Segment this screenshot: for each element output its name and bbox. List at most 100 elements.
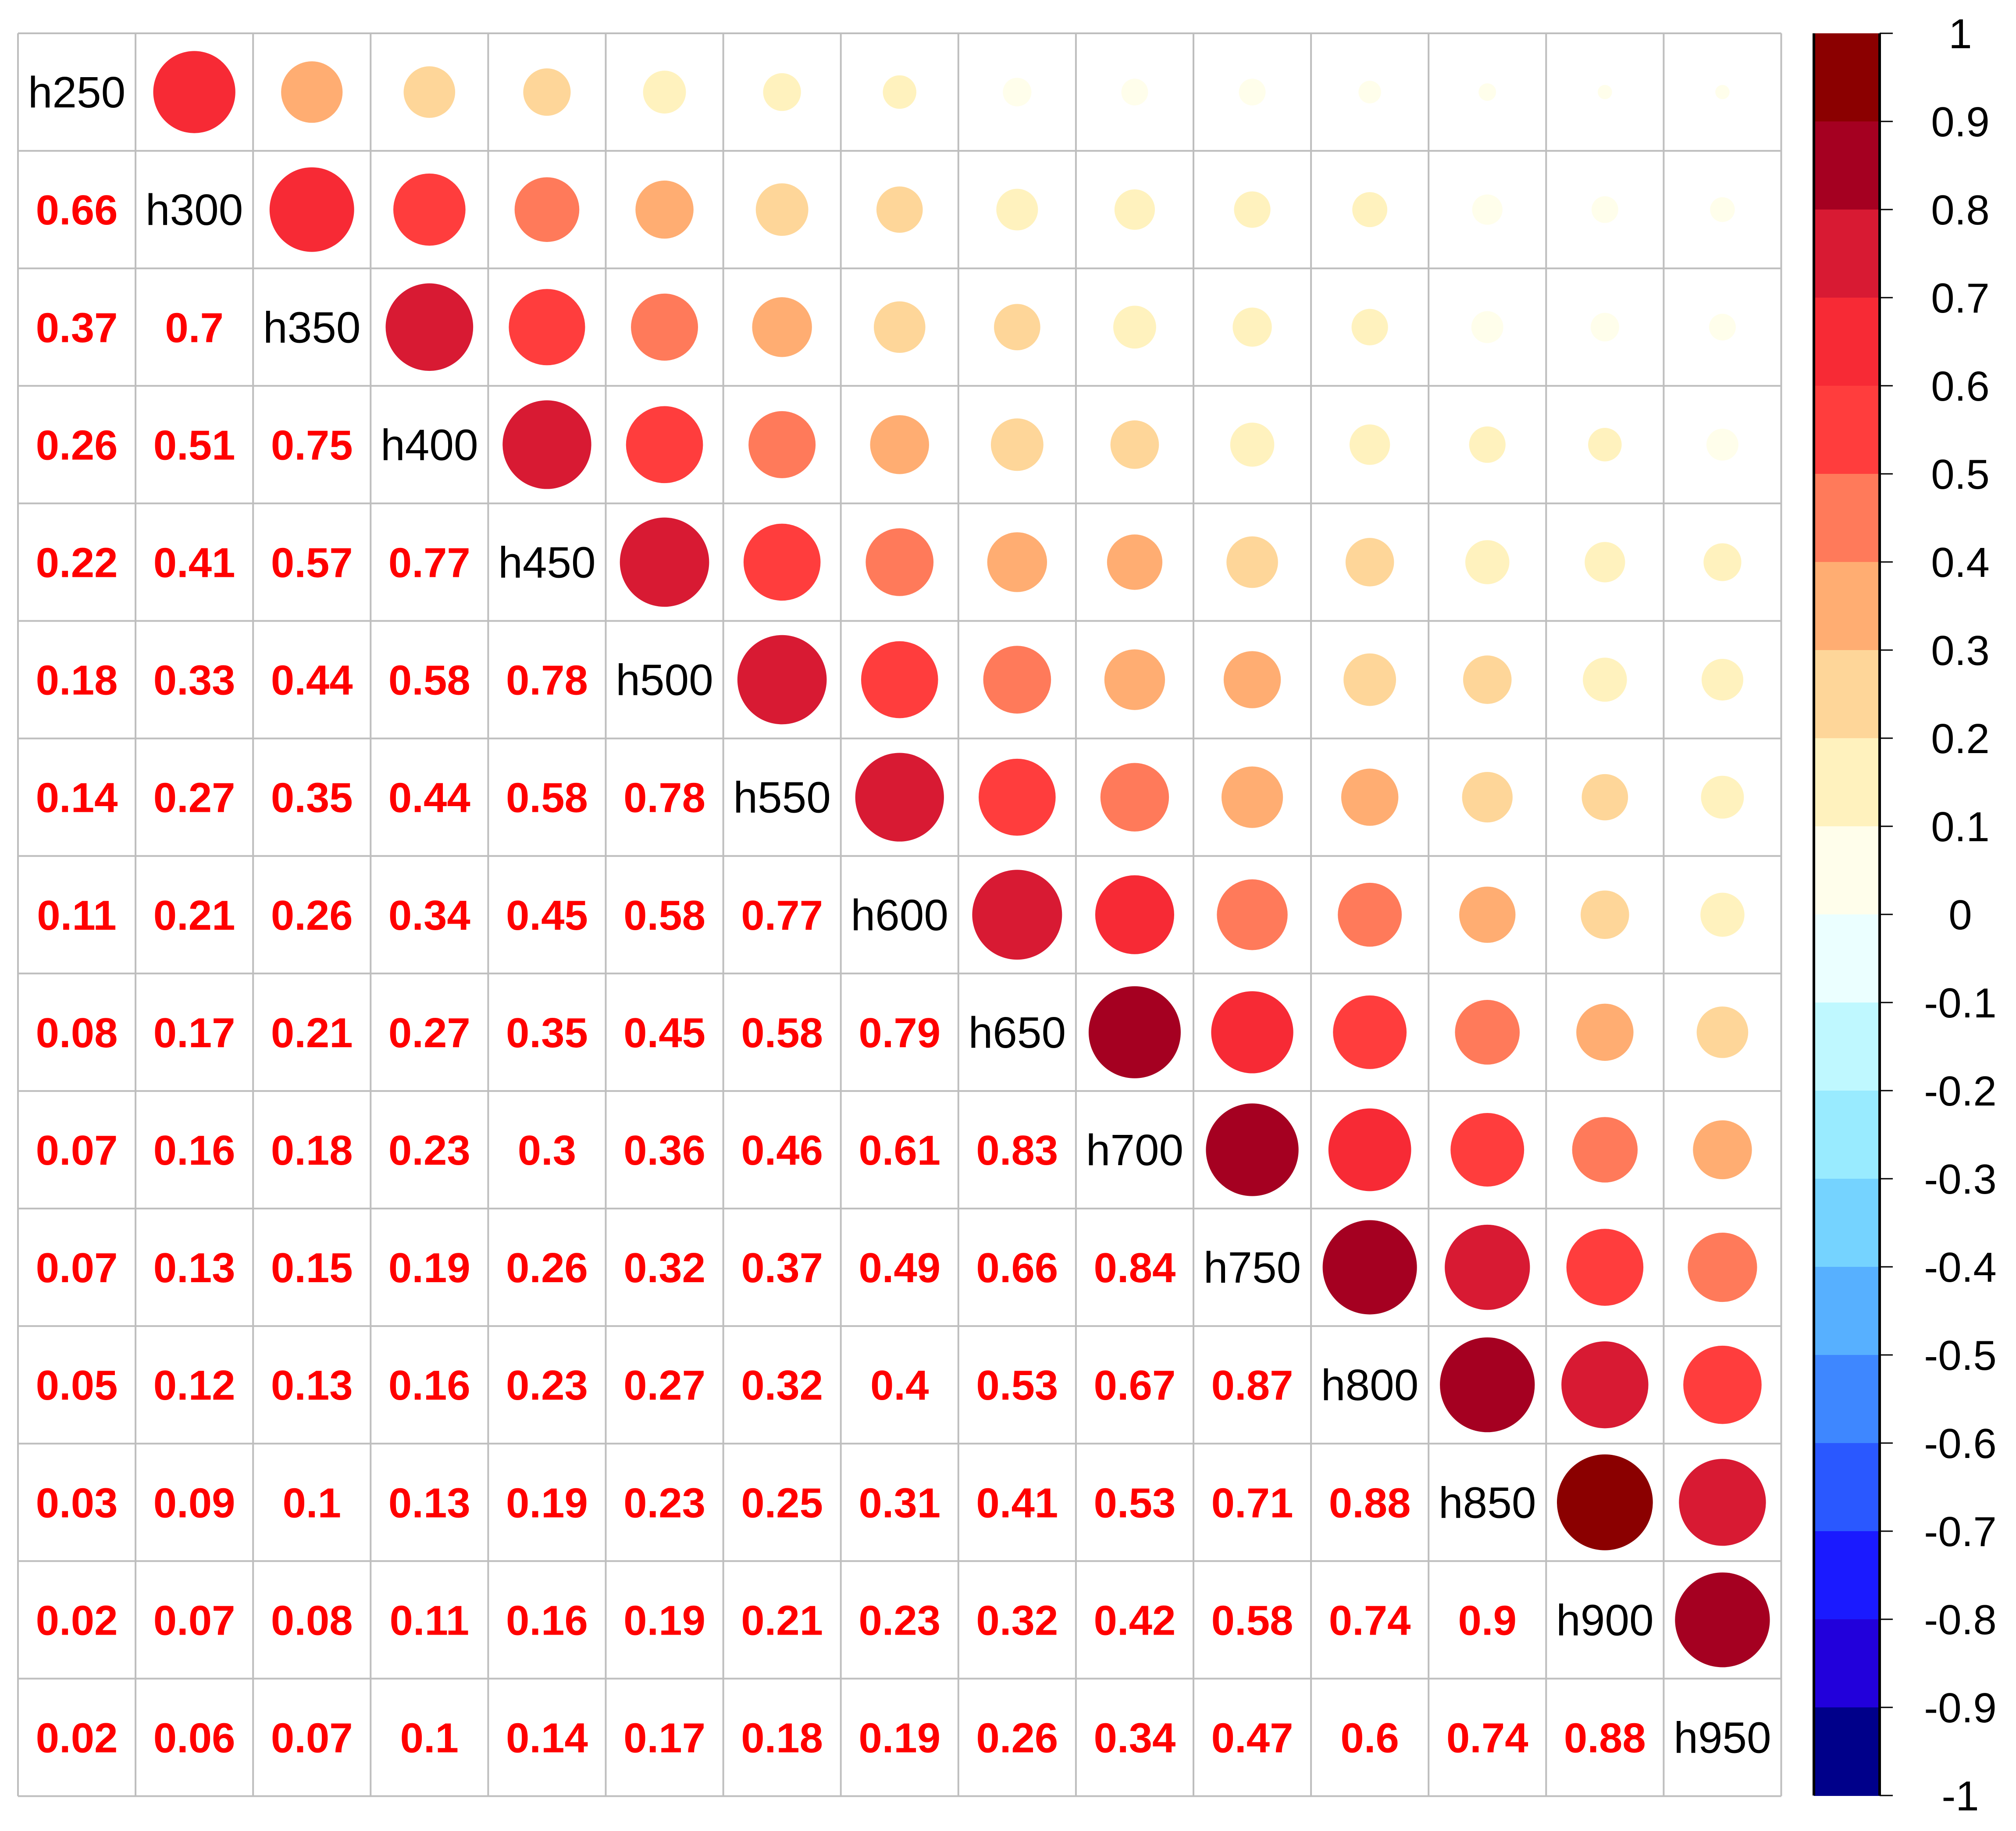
coefficient-label: 0.58: [388, 657, 470, 704]
correlation-circle: [1701, 659, 1743, 701]
correlation-circle: [1217, 879, 1288, 950]
colorbar: 1 0.9 0.8 0.7 0.6 0.5 0.4 0.3 0.2 0.1 0 -0.1 -0.2 -0.…: [1813, 11, 1997, 1820]
correlation-circle: [1566, 1229, 1644, 1306]
coefficient-label: 0.07: [271, 1714, 353, 1761]
correlation-circle: [1450, 1113, 1524, 1187]
variable-label: h550: [733, 773, 830, 822]
coefficient-label: 0.16: [506, 1597, 588, 1644]
coefficient-label: 0.74: [1446, 1714, 1528, 1761]
coefficient-label: 0.79: [858, 1010, 940, 1056]
correlation-circle: [1572, 1117, 1638, 1183]
colorbar-segment: [1814, 1267, 1880, 1355]
coefficient-label: 0.9: [1458, 1597, 1517, 1644]
coefficient-label: 0.07: [36, 1127, 118, 1174]
coefficient-label: 0.26: [271, 892, 353, 939]
correlation-circle: [1710, 197, 1735, 222]
coefficient-label: 0.08: [36, 1010, 118, 1056]
correlation-circle: [983, 646, 1051, 714]
coefficient-label: 0.23: [623, 1479, 705, 1526]
coefficient-label: 0.51: [153, 422, 235, 469]
correlation-circle: [1588, 428, 1622, 462]
correlation-circle: [1221, 766, 1283, 828]
coefficient-label: 0.13: [271, 1362, 353, 1409]
colorbar-segment: [1814, 1355, 1880, 1443]
correlation-circle: [1107, 534, 1163, 590]
correlation-circle: [1583, 658, 1627, 702]
coefficient-label: 0.25: [741, 1479, 823, 1526]
correlation-circle: [635, 180, 694, 239]
correlation-circle: [269, 167, 354, 252]
correlation-circle: [1693, 1120, 1752, 1180]
correlation-circle: [1345, 538, 1394, 587]
coefficient-label: 0.06: [153, 1714, 235, 1761]
coefficient-label: 0.07: [36, 1244, 118, 1291]
variable-label: h850: [1439, 1478, 1536, 1527]
variable-label: h450: [498, 538, 595, 587]
coefficient-label: 0.88: [1329, 1479, 1411, 1526]
correlation-circle: [979, 758, 1056, 836]
colorbar-segment: [1814, 1707, 1880, 1796]
colorbar-tick-label: -0.4: [1924, 1244, 1996, 1291]
coefficient-label: 0.16: [388, 1362, 470, 1409]
correlation-circle: [1206, 1103, 1299, 1196]
coefficient-label: 0.23: [858, 1597, 940, 1644]
correlation-circle: [1343, 653, 1396, 706]
colorbar-tick-label: -0.2: [1924, 1068, 1996, 1115]
correlation-circle: [855, 753, 944, 842]
colorbar-tick-label: 0.9: [1931, 99, 1989, 146]
coefficient-label: 0.11: [390, 1597, 470, 1644]
correlation-circle: [1591, 196, 1618, 223]
coefficient-label: 0.26: [36, 422, 118, 469]
coefficient-label: 0.35: [271, 775, 353, 821]
correlation-circle: [1472, 194, 1503, 225]
coefficient-label: 0.71: [1211, 1479, 1293, 1526]
correlation-circle: [994, 304, 1040, 351]
correlation-circle: [1003, 78, 1032, 107]
coefficient-label: 0.58: [506, 775, 588, 821]
coefficient-label: 0.53: [1094, 1479, 1176, 1526]
colorbar-tick-label: -0.1: [1924, 980, 1996, 1027]
coefficient-label: 0.36: [623, 1127, 705, 1174]
correlation-circle: [1701, 775, 1744, 819]
correlation-circle: [1576, 1003, 1634, 1061]
correlation-circle: [281, 61, 343, 123]
correlation-circle: [1223, 651, 1281, 708]
coefficient-label: 0.34: [388, 892, 470, 939]
variable-label: h300: [146, 185, 243, 235]
colorbar-segment: [1814, 826, 1880, 915]
coefficient-label: 0.1: [400, 1714, 459, 1761]
coefficient-label: 0.19: [388, 1244, 470, 1291]
coefficient-label: 0.16: [153, 1127, 235, 1174]
correlation-circle: [1706, 428, 1738, 461]
coefficient-label: 0.12: [153, 1362, 235, 1409]
coefficient-label: 0.26: [976, 1714, 1058, 1761]
coefficient-label: 0.13: [388, 1479, 470, 1526]
variable-label: h900: [1556, 1596, 1653, 1645]
coefficient-label: 0.47: [1211, 1714, 1293, 1761]
coefficient-label: 0.53: [976, 1362, 1058, 1409]
correlation-circle: [393, 173, 466, 246]
coefficient-label: 0.37: [36, 304, 118, 351]
coefficient-label: 0.77: [741, 892, 823, 939]
coefficient-label: 0.67: [1094, 1362, 1176, 1409]
correlation-circle: [509, 289, 585, 366]
correlation-circle: [1463, 655, 1512, 704]
coefficient-label: 0.02: [36, 1714, 118, 1761]
colorbar-segment: [1814, 1003, 1880, 1091]
colorbar-tick-label: 0.3: [1931, 627, 1989, 674]
coefficient-label: 0.19: [506, 1479, 588, 1526]
coefficient-label: 0.44: [388, 775, 470, 821]
coefficient-label: 0.32: [623, 1244, 705, 1291]
coefficient-label: 0.88: [1564, 1714, 1646, 1761]
coefficient-label: 0.31: [858, 1479, 940, 1526]
correlation-circle: [1478, 83, 1496, 101]
colorbar-tick-label: 0.6: [1931, 363, 1989, 410]
coefficient-label: 0.05: [36, 1362, 118, 1409]
colorbar-segment: [1814, 1443, 1880, 1532]
correlation-circle: [1561, 1341, 1649, 1429]
coefficient-label: 0.27: [153, 775, 235, 821]
colorbar-tick-label: -0.3: [1924, 1156, 1996, 1203]
correlation-circle: [1696, 1006, 1749, 1058]
correlation-circle: [403, 66, 456, 118]
